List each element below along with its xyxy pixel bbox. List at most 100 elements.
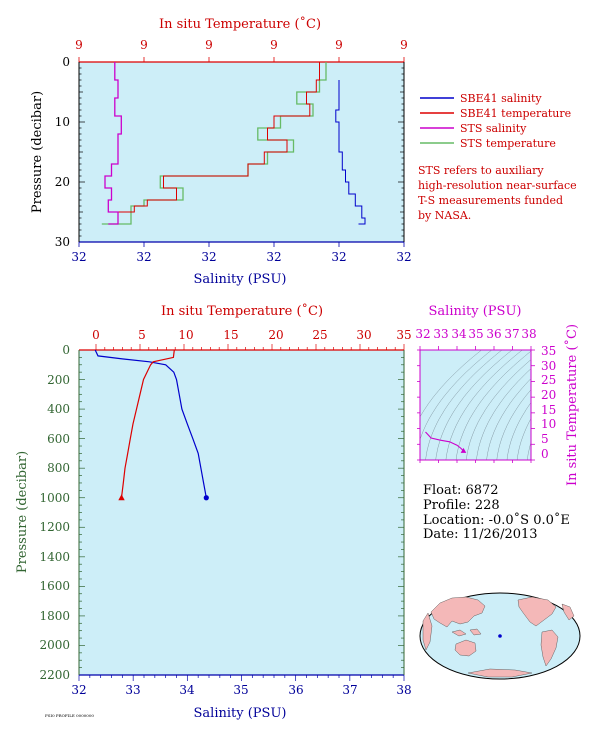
map-land-antarctica [467,668,533,678]
main-panel-pressure-ticklabels: 0 200 400 600 800 1000 1200 1400 1600 18… [39,343,70,682]
top-panel-pressure-ticklabels: 0 10 20 30 [55,55,70,249]
main-panel-salinity-tick: 34 [179,683,195,697]
top-panel-salinity-tick: 32 [266,250,281,264]
ts-panel-series-group [425,431,467,453]
top-panel-pressure-axis-title: Pressure (decibar) [30,91,45,213]
main-panel-temp-tick: 30 [356,328,371,342]
map-land-africa-europe [422,603,575,651]
map-land-south-america [540,629,559,667]
density-contour [466,359,531,460]
ts-panel-salinity-tick: 37 [504,327,519,341]
density-contour [425,350,503,460]
main-panel-salinity-tick: 38 [396,683,411,697]
world-map-inset [419,592,581,680]
main-panel-salinity-tick: 36 [288,683,303,697]
float-id: Float: 6872 [423,483,499,498]
ts-panel-density-contours [420,350,531,460]
main-panel-pressure-tick: 1400 [39,550,70,564]
main-panel-pressure-axis-title: Pressure (decibar) [15,451,30,573]
footer-stamp: FSI0 PROFILE 0000000 [45,713,94,718]
ts-panel-temp-ticklabels: 35 30 25 20 15 10 5 0 [541,344,556,461]
density-contour [486,378,531,460]
top-panel-temp-tick: 9 [400,38,408,52]
ts-panel-salinity-tick: 33 [433,327,448,341]
ts-panel-temp-tick: 10 [541,417,556,431]
ts-panel-salinity-ticklabels: 32 33 34 35 36 37 38 [415,327,536,341]
top-panel-temp-tick: 9 [205,38,213,52]
ts-panel-temp-tick: 30 [541,359,556,373]
top-panel-temp-tick: 9 [335,38,343,52]
temperature-profile-line [120,349,175,498]
top-panel-salinity-axis-title: Salinity (PSU) [194,272,287,287]
sts-note-line: T-S measurements funded [418,194,563,207]
top-panel-pressure-tick: 20 [55,175,70,189]
density-contour [435,350,513,460]
ts-panel-salinity-tick: 36 [486,327,501,341]
top-panel-salinity-tick: 32 [201,250,216,264]
ts-panel-temp-tick: 35 [541,344,556,358]
main-panel-pressure-tick: 2000 [39,638,70,652]
ts-panel-plot-area [420,350,531,460]
top-panel-temp-axis-title: In situ Temperature (˚C) [159,16,321,32]
top-panel-temp-tick: 9 [140,38,148,52]
density-contour [476,368,531,460]
density-contour [516,418,531,460]
main-panel-pressure-tick: 600 [47,432,70,446]
location: Location: -0.0˚S 0.0˚E [423,512,570,528]
main-panel-temp-tick: 5 [138,328,146,342]
main-panel-salinity-tick: 32 [71,683,86,697]
top-panel-pressure-tick: 10 [55,115,70,129]
top-panel-salinity-tick: 32 [136,250,151,264]
date: Date: 11/26/2013 [423,527,538,542]
top-panel-salinity-tick: 32 [331,250,346,264]
top-panel-salinity-ticklabels: 32 32 32 32 32 32 [71,250,411,264]
main-panel-salinity-axis-title: Salinity (PSU) [194,706,287,721]
density-contour [506,402,531,460]
ts-panel-temp-tick: 25 [541,373,556,387]
ts-panel-salinity-axis-title: Salinity (PSU) [429,304,522,319]
series-line-sbe41-temperature [111,62,320,213]
ts-panel-temp-tick: 5 [541,432,549,446]
ts-panel-temp-axis-title: In situ Temperature (˚C) [564,324,580,486]
legend-label-sbe41-salinity: SBE41 salinity [460,92,542,105]
ts-panel-salinity-tick: 34 [451,327,467,341]
top-panel-temp-ticklabels: 9 9 9 9 9 9 [75,38,408,52]
series-line-sts-salinity [104,62,122,225]
main-panel-pressure-tick: 1600 [39,579,70,593]
ts-end-marker [460,447,467,453]
legend-label-sbe41-temperature: SBE41 temperature [460,107,571,120]
main-panel-temp-tick: 20 [268,328,283,342]
map-land-asia [430,596,486,628]
sts-note-line: by NASA. [418,209,471,222]
ts-panel-temp-tick: 15 [541,403,556,417]
top-panel-pressure-tick: 30 [55,235,70,249]
sts-note: STS refers to auxiliary high-resolution … [418,164,577,222]
top-panel-pressure-tick: 0 [62,55,70,69]
sts-note-line: STS refers to auxiliary [418,164,544,177]
main-panel-pressure-tick: 400 [47,402,70,416]
main-panel-temp-ticklabels: 0 5 10 15 20 25 30 35 [92,328,411,342]
main-panel-temp-tick: 15 [223,328,238,342]
main-panel-salinity-tick: 37 [342,683,357,697]
ts-panel-temp-tick: 0 [541,447,549,461]
top-panel-temp-tick: 9 [75,38,83,52]
main-panel-temp-axis-title: In situ Temperature (˚C) [161,303,323,319]
main-panel-series-group [94,349,209,501]
density-contour [496,389,531,460]
salinity-end-marker [203,495,209,501]
map-land-islands [451,628,482,637]
ts-panel-tick-marks [417,346,535,463]
ts-panel-temp-tick: 20 [541,388,556,402]
main-panel-salinity-ticklabels: 32 33 34 35 36 37 38 [71,683,411,697]
legend-label-sts-salinity: STS salinity [460,122,527,135]
top-panel-plot-area [79,62,404,242]
main-panel-temp-tick: 25 [312,328,327,342]
density-contour [420,350,482,418]
map-land-north-america [517,596,557,627]
temperature-end-marker [118,494,125,501]
main-panel-temp-tick: 0 [92,328,100,342]
top-panel-series-group [101,62,366,225]
density-contour [455,350,531,460]
ts-panel-salinity-tick: 32 [415,327,430,341]
